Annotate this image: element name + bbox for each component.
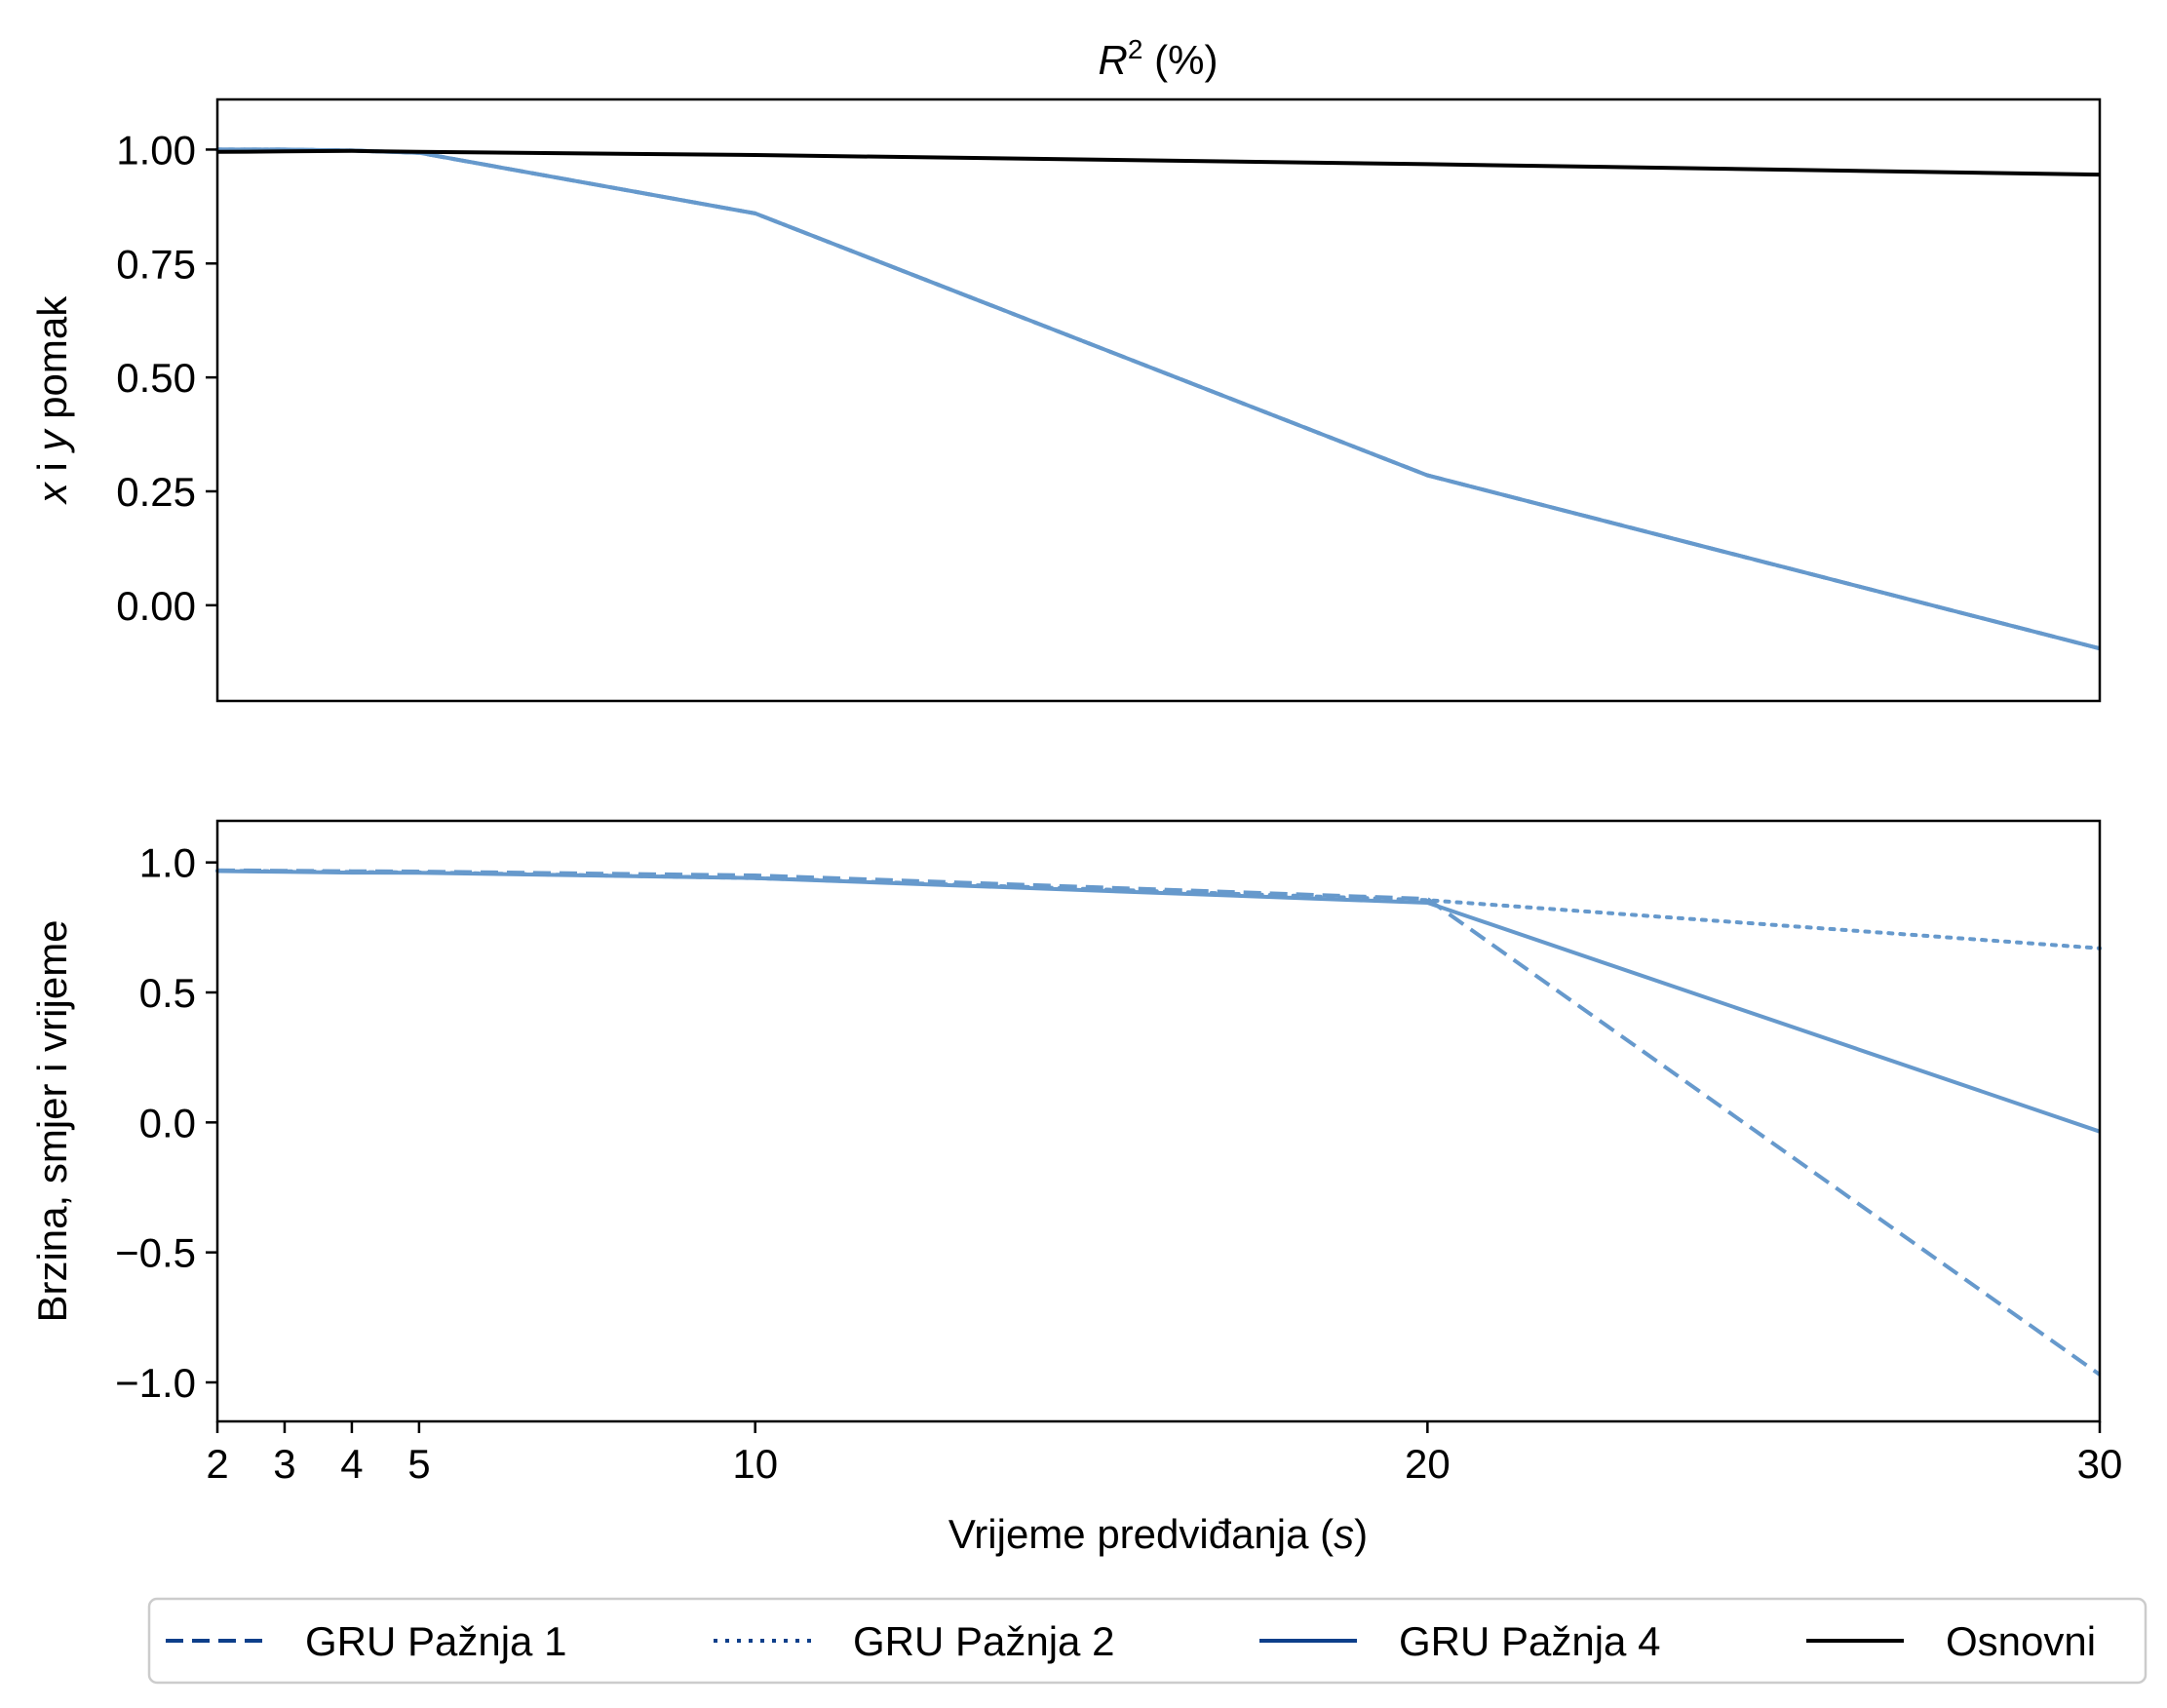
legend-label: Osnovni <box>1946 1618 2096 1664</box>
ytick-label: 1.00 <box>116 127 196 173</box>
legend-entries: GRU Pažnja 1 GRU Pažnja 2 GRU Pažnja 4 Osno… <box>166 1618 2096 1664</box>
panel-top: 1.00 0.75 0.50 0.25 0.00 x i y pomak <box>29 97 2102 703</box>
legend: GRU Pažnja 1 GRU Pažnja 2 GRU Pažnja 4 Osno… <box>147 1597 2148 1685</box>
top-series-group <box>215 147 2102 651</box>
legend-label: GRU Pažnja 2 <box>853 1618 1114 1664</box>
top-ylabel: x i y pomak <box>29 295 75 505</box>
series-line-gru-pažnja-1 <box>217 147 2101 651</box>
top-plot-frame <box>215 97 2102 703</box>
top-yaxis: 1.00 0.75 0.50 0.25 0.00 <box>116 127 217 629</box>
ytick-label: −0.5 <box>115 1230 196 1276</box>
xtick-label: 2 <box>206 1441 228 1487</box>
series-line-gru-pažnja-2 <box>215 869 2102 951</box>
xtick-label: 30 <box>2077 1441 2123 1487</box>
xlabel: Vrijeme predviđanja (s) <box>948 1511 1368 1557</box>
xtick-label: 5 <box>407 1441 430 1487</box>
series-line-gru-pažnja-4 <box>217 147 2101 651</box>
legend-label: GRU Pažnja 1 <box>305 1618 566 1664</box>
ytick-label: −1.0 <box>115 1360 196 1406</box>
ytick-label: 0.00 <box>116 583 196 629</box>
bottom-series-group <box>215 868 2102 1377</box>
series-line-gru-pažnja-2 <box>215 147 2102 651</box>
xtick-label: 20 <box>1405 1441 1451 1487</box>
legend-box <box>147 1597 2148 1685</box>
ytick-label: 1.0 <box>139 840 196 886</box>
xtick-label: 10 <box>732 1441 778 1487</box>
xaxis: 2 3 4 5 10 20 30 <box>206 1421 2122 1487</box>
chart-title: R2 (%) <box>1099 34 1219 83</box>
bottom-yaxis: 1.0 0.5 0.0 −0.5 −1.0 <box>115 840 217 1406</box>
ytick-label: 0.5 <box>139 970 196 1016</box>
panel-bottom: 1.0 0.5 0.0 −0.5 −1.0 2 3 4 5 10 20 30 Brzina, smj… <box>29 819 2122 1557</box>
xtick-label: 4 <box>340 1441 363 1487</box>
series-line-gru-pažnja-1 <box>216 868 2102 1377</box>
bottom-plot-frame <box>215 819 2102 1423</box>
ytick-label: 0.75 <box>116 241 196 287</box>
ytick-label: 0.50 <box>116 355 196 401</box>
series-line-osnovni <box>216 148 2101 177</box>
legend-label: GRU Pažnja 4 <box>1399 1618 1660 1664</box>
ytick-label: 0.25 <box>116 469 196 515</box>
series-line-gru-pažnja-4 <box>216 869 2101 1134</box>
ytick-label: 0.0 <box>139 1100 196 1145</box>
bottom-ylabel: Brzina, smjer i vrijeme <box>29 919 75 1322</box>
xtick-label: 3 <box>273 1441 295 1487</box>
